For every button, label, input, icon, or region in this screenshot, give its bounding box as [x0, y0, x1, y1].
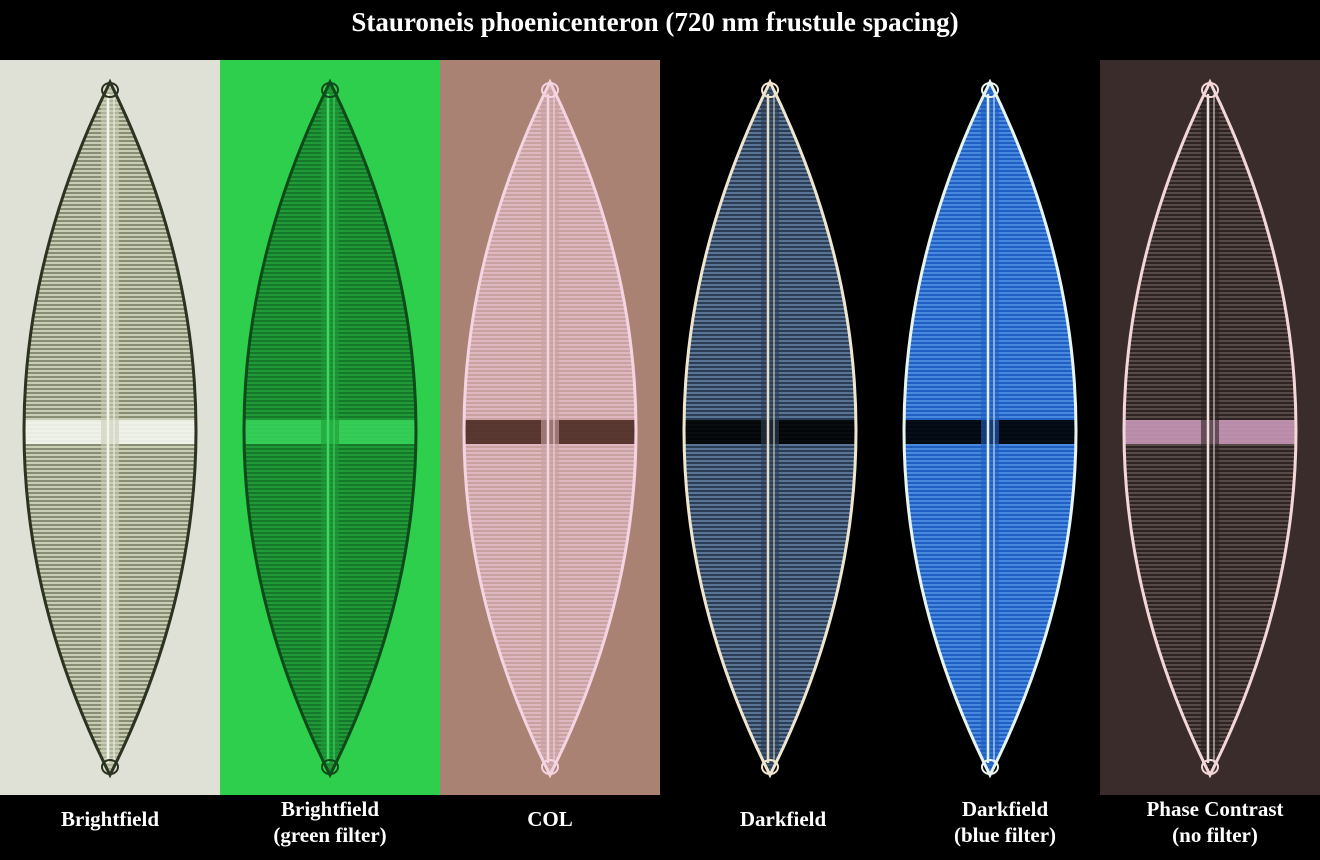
pole — [541, 82, 559, 98]
pole — [1201, 82, 1219, 98]
pole — [541, 759, 559, 775]
axial-area — [981, 82, 999, 775]
pole — [981, 82, 999, 98]
axial-area — [541, 82, 559, 775]
pole — [101, 759, 119, 775]
pole — [761, 82, 779, 98]
captions: Brightfield Brightfield(green filter)COL D… — [61, 797, 1284, 847]
pole — [321, 759, 339, 775]
panel — [440, 60, 660, 795]
caption: Brightfield — [61, 807, 159, 831]
caption: Phase Contrast — [1146, 797, 1283, 821]
caption: Brightfield — [281, 797, 379, 821]
title: Stauroneis phoenicenteron (720 nm frustu… — [351, 7, 958, 37]
pole — [1201, 759, 1219, 775]
caption: (no filter) — [1172, 823, 1258, 847]
pole — [101, 82, 119, 98]
panel — [1100, 60, 1320, 795]
caption: (blue filter) — [954, 823, 1056, 847]
pole — [981, 759, 999, 775]
axial-area — [101, 82, 119, 775]
caption: Darkfield — [962, 797, 1049, 821]
pole — [761, 759, 779, 775]
axial-area — [761, 82, 779, 775]
panel — [0, 60, 220, 795]
caption: (green filter) — [273, 823, 386, 847]
pole — [321, 82, 339, 98]
panel — [880, 60, 1100, 795]
caption: Darkfield — [740, 807, 827, 831]
panel — [220, 60, 440, 795]
caption: COL — [527, 807, 573, 831]
axial-area — [1201, 82, 1219, 775]
axial-area — [321, 82, 339, 775]
panels — [0, 60, 1320, 795]
panel — [660, 60, 880, 795]
